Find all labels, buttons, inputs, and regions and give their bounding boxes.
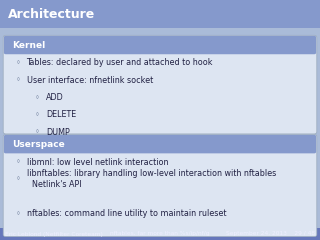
Text: Éric Leblond (Netfilter Coreteam): Éric Leblond (Netfilter Coreteam) <box>5 231 103 237</box>
Text: libmnl: low level netlink interaction: libmnl: low level netlink interaction <box>27 158 168 167</box>
Text: ◦: ◦ <box>35 110 39 119</box>
Text: Architecture: Architecture <box>8 8 95 21</box>
Text: Tables: declared by user and attached to hook: Tables: declared by user and attached to… <box>27 59 213 67</box>
Text: Userspace: Userspace <box>12 140 65 149</box>
Text: DUMP: DUMP <box>46 128 69 137</box>
Text: ◦: ◦ <box>15 76 20 85</box>
FancyBboxPatch shape <box>0 0 320 28</box>
Text: libnftables: library handling low-level interaction with nftables
  Netlink's AP: libnftables: library handling low-level … <box>27 169 276 189</box>
Text: September 24, 2013    29 / 48: September 24, 2013 29 / 48 <box>226 231 315 236</box>
Text: nftables, far more than %s/ip/nf/g: nftables, far more than %s/ip/nf/g <box>110 231 210 236</box>
FancyBboxPatch shape <box>4 135 316 153</box>
FancyBboxPatch shape <box>4 36 316 54</box>
Text: ◦: ◦ <box>35 128 39 137</box>
FancyBboxPatch shape <box>0 228 320 240</box>
Text: ◦: ◦ <box>15 158 20 167</box>
Text: Kernel: Kernel <box>12 41 45 49</box>
FancyBboxPatch shape <box>3 134 317 237</box>
Text: ◦: ◦ <box>15 175 20 184</box>
FancyBboxPatch shape <box>3 35 317 134</box>
Text: User interface: nfnetlink socket: User interface: nfnetlink socket <box>27 76 153 85</box>
Text: nftables: command line utility to maintain ruleset: nftables: command line utility to mainta… <box>27 210 226 218</box>
Text: DELETE: DELETE <box>46 110 76 119</box>
Text: ADD: ADD <box>46 93 63 102</box>
Text: ◦: ◦ <box>35 93 39 102</box>
Text: ◦: ◦ <box>15 59 20 67</box>
Text: ◦: ◦ <box>15 210 20 218</box>
